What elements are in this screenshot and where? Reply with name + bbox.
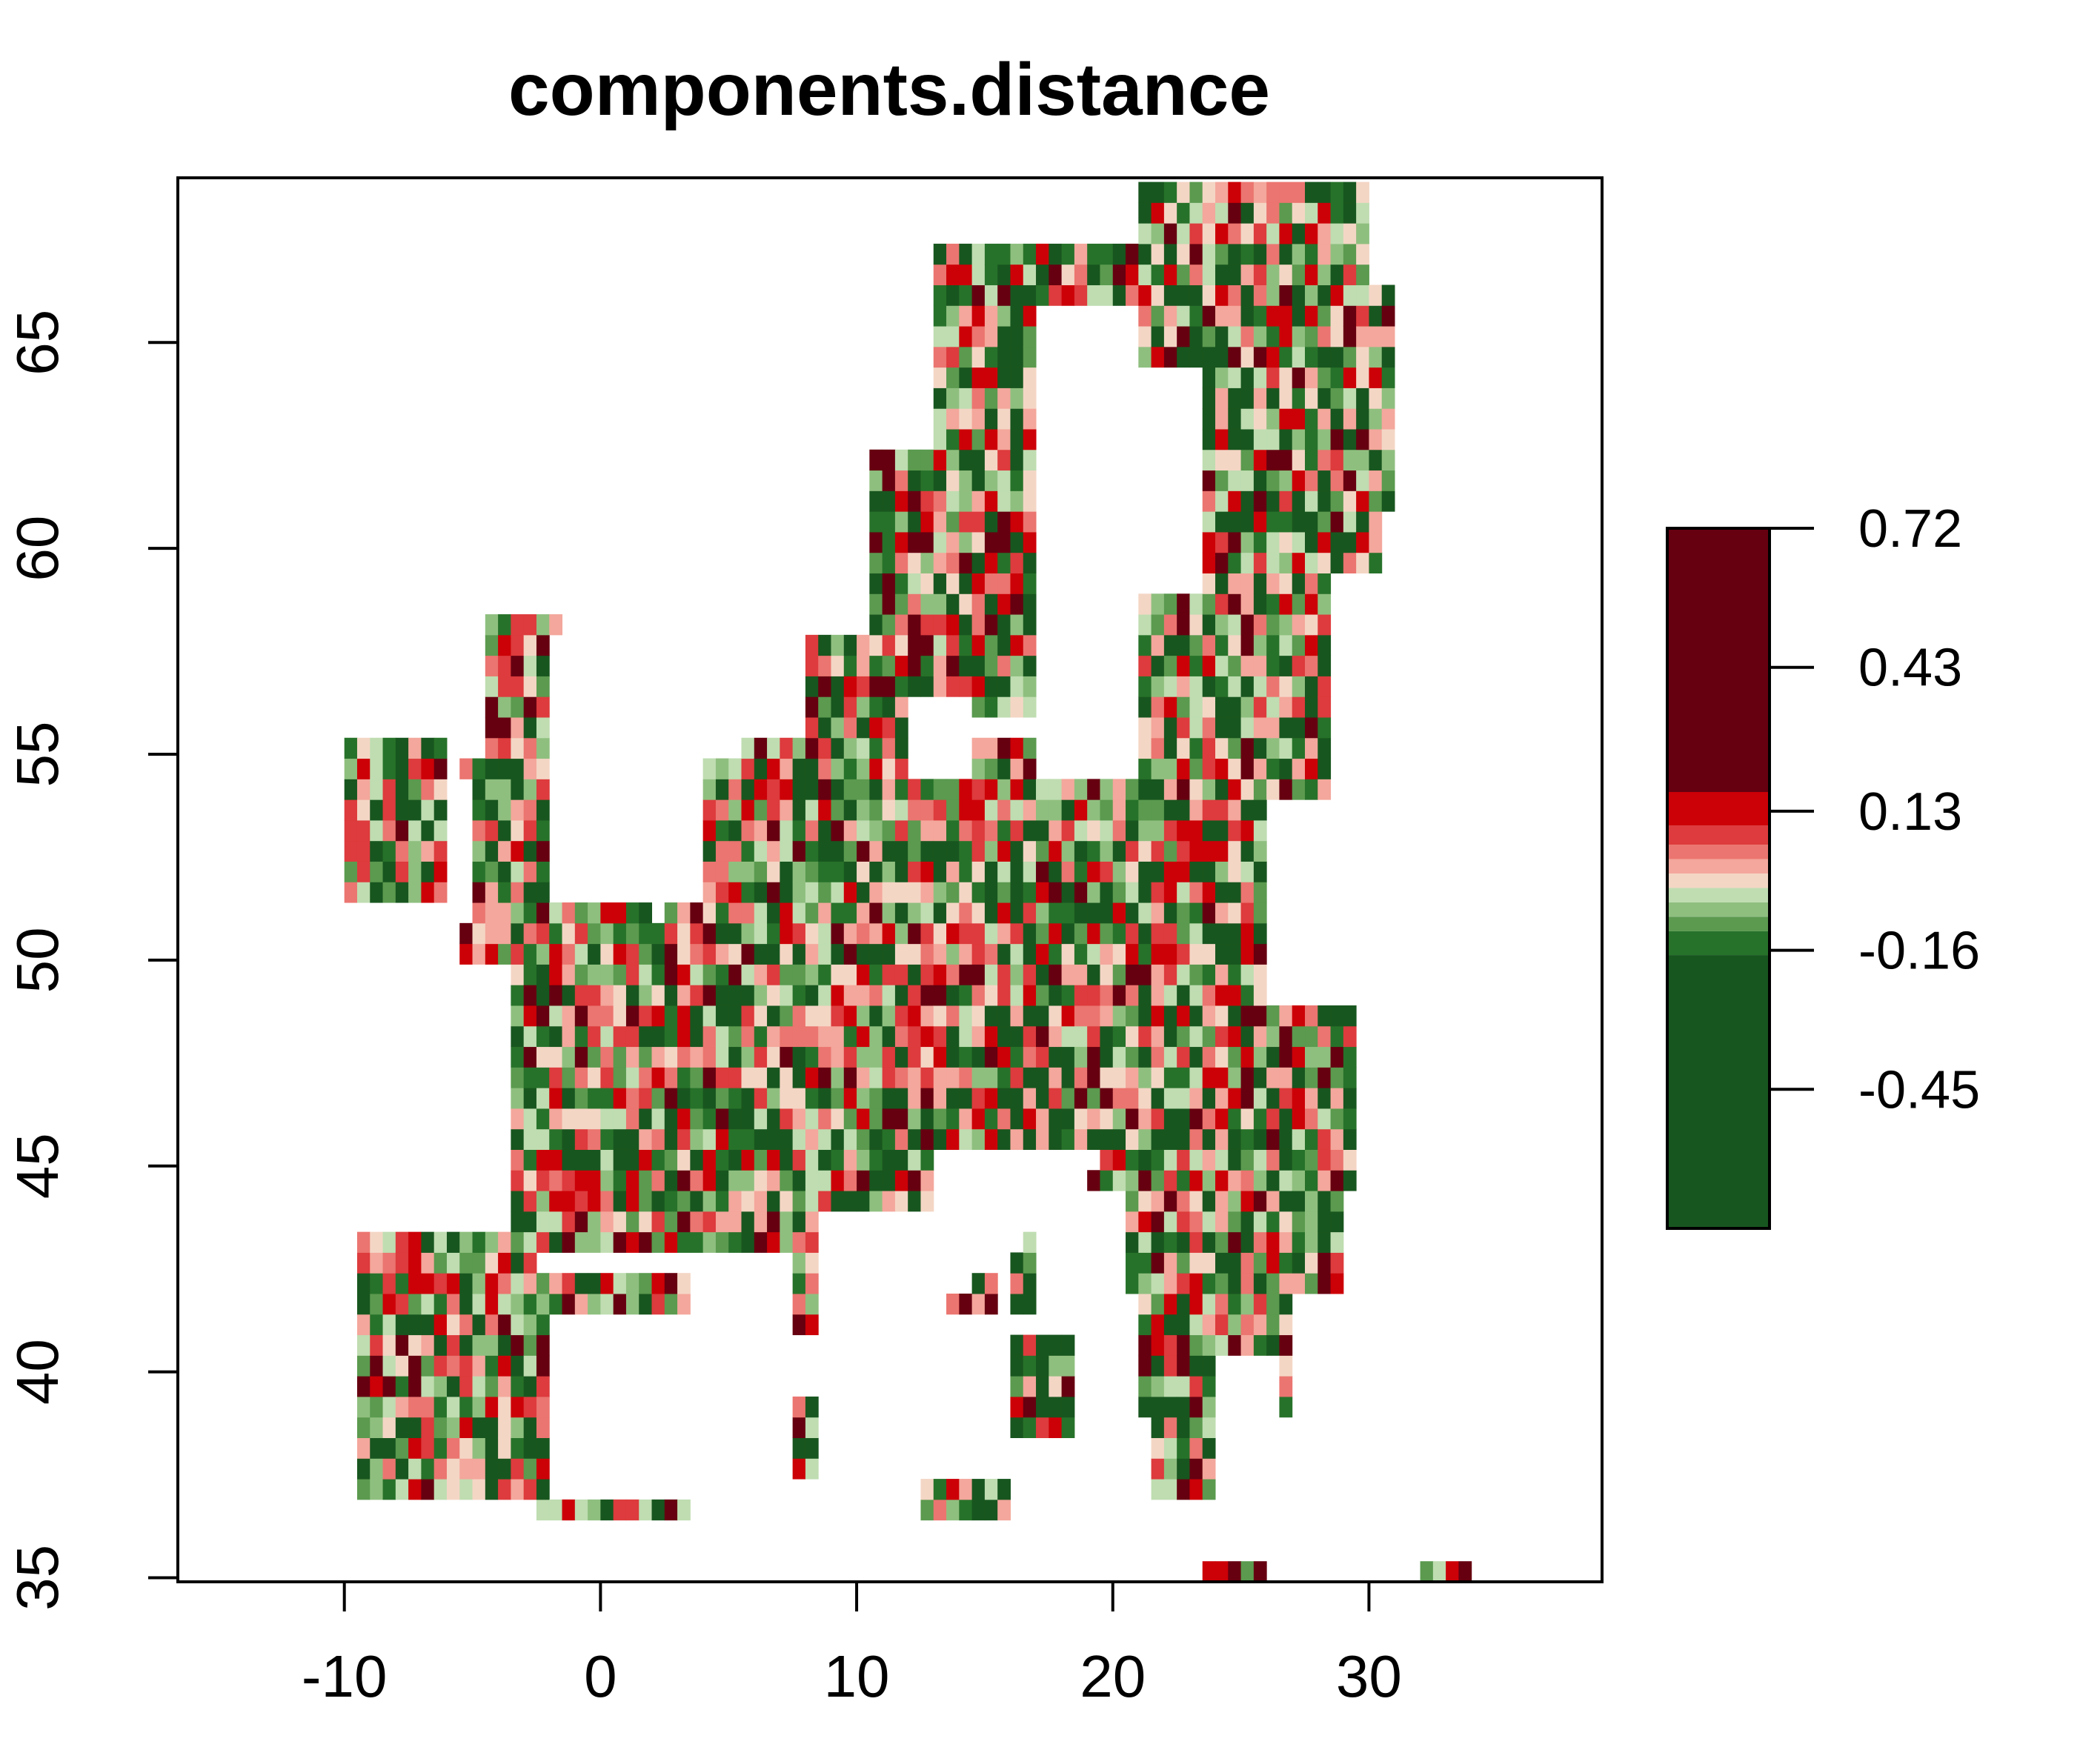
- legend-color-band: [1667, 825, 1770, 845]
- y-axis: 35 40 45 50 55 60 65: [4, 310, 179, 1611]
- legend-tick-label: 0.43: [1858, 639, 1962, 698]
- y-tick-label: 60: [4, 516, 70, 582]
- x-tick-label: 10: [824, 1643, 890, 1709]
- x-tick-label: 20: [1080, 1643, 1146, 1709]
- x-axis: -10 0 10 20 30: [302, 1580, 1402, 1709]
- legend-tick-label: 0.13: [1858, 782, 1962, 842]
- legend-color-band: [1667, 888, 1770, 902]
- legend-frame: [1666, 527, 1771, 1230]
- y-tick-label: 35: [4, 1545, 70, 1611]
- legend-color-band: [1667, 902, 1770, 917]
- y-tick-label: 45: [4, 1133, 70, 1199]
- y-tick-label: 65: [4, 310, 70, 376]
- legend-color-band: [1667, 845, 1770, 859]
- raster-cells: [344, 182, 1472, 1582]
- legend-color-band: [1667, 931, 1770, 956]
- color-legend: 0.72 0.43 0.13 -0.16 -0.45: [1666, 499, 1980, 1230]
- x-tick-label: 30: [1336, 1643, 1402, 1709]
- legend-tick-label: -0.45: [1858, 1060, 1980, 1119]
- x-tick-label: -10: [302, 1643, 388, 1709]
- y-tick-label: 50: [4, 927, 70, 993]
- legend-color-band: [1667, 528, 1770, 792]
- y-tick-label: 55: [4, 722, 70, 788]
- legend-color-band: [1667, 955, 1770, 1228]
- legend-color-band: [1667, 874, 1770, 888]
- x-tick-label: 0: [584, 1643, 617, 1709]
- y-tick-label: 40: [4, 1339, 70, 1405]
- legend-color-band: [1667, 791, 1770, 826]
- legend-color-band: [1667, 916, 1770, 931]
- legend-color-band: [1667, 859, 1770, 874]
- legend-tick-label: -0.16: [1858, 922, 1980, 981]
- legend-tick-label: 0.72: [1858, 499, 1962, 559]
- map-title: components.distance: [508, 48, 1270, 131]
